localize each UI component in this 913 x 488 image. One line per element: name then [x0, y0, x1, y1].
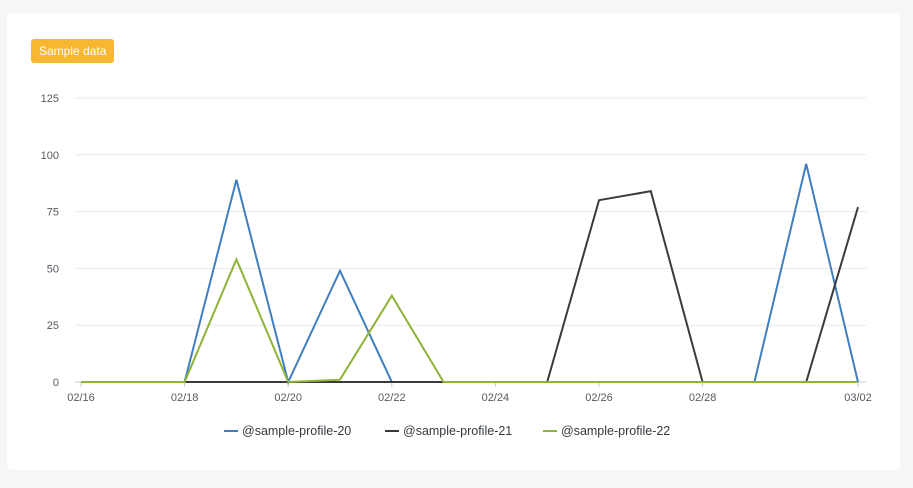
legend-item[interactable]: @sample-profile-21 [385, 424, 512, 438]
x-tick-label: 02/26 [585, 392, 613, 404]
y-tick-label: 0 [53, 377, 59, 389]
x-tick-label: 02/28 [689, 392, 717, 404]
y-tick-label: 50 [47, 263, 59, 275]
legend[interactable]: @sample-profile-20 @sample-profile-21 @sam… [224, 424, 670, 438]
y-tick-label: 25 [47, 320, 59, 332]
sample-data-badge: Sample data [31, 39, 115, 63]
legend-label: @sample-profile-21 [403, 424, 512, 438]
gridlines [75, 97, 866, 383]
series-line-3 [81, 256, 858, 384]
x-tick-label: 02/22 [378, 392, 406, 404]
legend-label: @sample-profile-22 [561, 424, 670, 438]
x-tick-label: 02/20 [274, 392, 302, 404]
x-tick-label: 02/24 [482, 392, 510, 404]
y-tick-label: 125 [41, 93, 59, 105]
chart-card [7, 13, 900, 470]
y-tick-label: 75 [47, 207, 59, 219]
x-tick-label: 02/18 [171, 392, 199, 404]
legend-item[interactable]: @sample-profile-20 [224, 424, 351, 438]
x-tick-label: 03/02 [844, 392, 872, 404]
y-tick-label: 100 [41, 150, 59, 162]
legend-item[interactable]: @sample-profile-22 [543, 424, 670, 438]
y-axis: 0 25 50 75 100 125 [41, 93, 59, 389]
x-axis: 02/16 02/18 02/20 02/22 02/24 02/26 02/28 03/02 [67, 382, 872, 404]
legend-label: @sample-profile-20 [242, 424, 351, 438]
x-tick-label: 02/16 [67, 392, 95, 404]
series-lines [80, 163, 859, 385]
